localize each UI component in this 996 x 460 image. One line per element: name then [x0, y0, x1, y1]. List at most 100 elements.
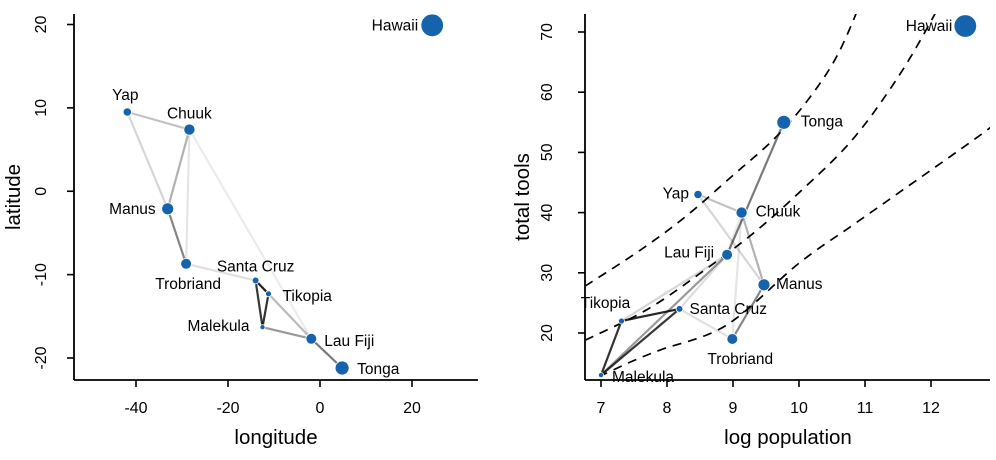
label-lau-fiji-tools: Lau Fiji	[664, 245, 714, 262]
edge-malekula-santa-cruz	[254, 279, 264, 329]
edge-yap-manus	[696, 193, 766, 286]
tools-x-tick-label: 8	[663, 400, 672, 417]
tools-y-tick-label: 30	[539, 264, 556, 282]
tools-x-tick-label: 10	[790, 400, 808, 417]
tools-x-tick-label: 11	[857, 400, 874, 417]
edge-chuuk-lau-fiji	[725, 211, 743, 256]
label-yap-map: Yap	[112, 87, 138, 104]
point-malekula-map	[259, 324, 266, 331]
edge-chuuk-lau-fiji	[188, 128, 313, 340]
point-tonga-map	[334, 360, 350, 376]
edge-trobriand-chuuk	[731, 211, 743, 341]
tools-y-tick-label: 40	[539, 204, 556, 222]
edge-santa-cruz-lau-fiji	[254, 279, 313, 340]
edge-trobriand-santa-cruz	[185, 262, 257, 282]
map-y-tick-label: 20	[33, 16, 50, 34]
label-santa-cruz-tools: Santa Cruz	[690, 301, 768, 318]
label-malekula-tools: Malekula	[612, 369, 674, 386]
edge-malekula-santa-cruz	[599, 307, 681, 377]
map-x-axis-title: longitude	[234, 426, 317, 449]
point-lau-fiji-tools	[721, 248, 733, 261]
map-labels: Malekula Tikopia Santa Cruz Yap Lau Fiji Trob…	[109, 17, 418, 378]
edge-yap-chuuk	[126, 110, 191, 131]
edge-manus-trobriand	[166, 207, 188, 265]
label-manus-tools: Manus	[776, 276, 823, 293]
edge-malekula-tikopia	[599, 319, 623, 377]
edge-malekula-lau-fiji	[599, 253, 729, 377]
tools-y-tick-label: 50	[539, 143, 556, 161]
label-tonga-tools: Tonga	[801, 113, 844, 130]
edge-malekula-tikopia	[261, 292, 270, 329]
label-chuuk-tools: Chuuk	[756, 204, 801, 221]
tools-x-tick-label: 7	[597, 400, 606, 417]
point-tikopia-tools	[618, 317, 625, 325]
label-tonga-map: Tonga	[357, 361, 400, 378]
label-hawaii-tools: Hawaii	[906, 18, 953, 35]
label-tikopia-tools: Tikopia	[581, 295, 631, 312]
point-lau-fiji-map	[305, 332, 318, 345]
map-x-tick-label: -40	[124, 400, 147, 417]
edge-malekula-lau-fiji	[261, 326, 313, 340]
edge-lau-fiji-tonga	[725, 121, 785, 256]
edge-santa-cruz-lau-fiji	[678, 253, 729, 310]
tools-labels: Malekula Tikopia Santa Cruz Yap Lau Fiji Trob…	[581, 18, 953, 386]
label-chuuk-map: Chuuk	[167, 106, 212, 123]
posterior-curves	[586, 14, 990, 380]
label-lau-fiji-map: Lau Fiji	[324, 333, 374, 350]
label-trobriand-map: Trobriand	[155, 276, 221, 293]
point-chuuk-map	[183, 123, 196, 136]
label-hawaii-map: Hawaii	[372, 17, 419, 34]
map-x-tick-label: 20	[403, 400, 421, 417]
tools-y-axis-title: total tools	[511, 153, 534, 241]
label-santa-cruz-map: Santa Cruz	[217, 259, 295, 276]
label-tikopia-map: Tikopia	[283, 288, 333, 305]
tools-x-tick-label: 9	[729, 400, 738, 417]
point-tikopia-map	[265, 290, 272, 298]
map-x-tick-label: -20	[216, 400, 239, 417]
edge-tikopia-lau-fiji	[267, 292, 313, 340]
point-trobriand-tools	[726, 333, 739, 345]
point-tonga-tools	[776, 114, 792, 130]
map-y-tick-label: 0	[33, 187, 50, 196]
edge-chuuk-manus	[740, 211, 766, 286]
point-santa-cruz-map	[251, 276, 260, 285]
edge-yap-manus	[126, 110, 169, 210]
edge-yap-chuuk	[696, 193, 743, 214]
tools-y-tick-label: 20	[539, 324, 556, 342]
map-points	[122, 13, 444, 376]
label-trobriand-tools: Trobriand	[707, 351, 773, 368]
point-santa-cruz-tools	[675, 305, 684, 313]
point-malekula-tools	[598, 372, 605, 379]
edge-chuuk-manus	[166, 128, 191, 210]
edge-trobriand-santa-cruz	[678, 307, 734, 341]
point-manus-map	[161, 202, 175, 216]
label-yap-tools: Yap	[663, 186, 689, 203]
tools-y-tick-label: 60	[539, 83, 556, 101]
point-hawaii-map	[420, 13, 444, 37]
map-y-tick-label: -10	[33, 263, 50, 286]
map-y-tick-label: -20	[33, 346, 50, 369]
point-trobriand-map	[180, 257, 192, 270]
point-chuuk-tools	[735, 206, 748, 219]
panel-map: -40 -20 0 20 -20 -10 0 10 20 longitude latitude Mal…	[2, 13, 478, 449]
label-manus-map: Manus	[109, 201, 156, 218]
point-yap-map	[122, 107, 132, 117]
tools-points	[598, 14, 978, 379]
dashed-curve-posterior-median	[586, 14, 936, 341]
label-malekula-map: Malekula	[187, 318, 249, 335]
map-y-tick-label: 10	[33, 99, 50, 117]
point-manus-tools	[757, 278, 771, 292]
edge-manus-trobriand	[731, 283, 766, 341]
panel-tools: 7 8 9 10 11 12 20 30 40 50 60 70 log population total…	[511, 14, 990, 449]
tools-y-tick-label: 70	[539, 23, 556, 41]
dashed-curve-upper-interval	[586, 14, 857, 287]
dashed-curve-lower-interval	[590, 126, 990, 380]
map-y-axis-title: latitude	[2, 164, 25, 230]
point-yap-tools	[693, 189, 703, 200]
tools-x-axis-title: log population	[724, 426, 852, 449]
map-x-tick-label: 0	[316, 400, 325, 417]
tools-x-tick-label: 12	[922, 400, 940, 417]
edge-trobriand-chuuk	[185, 128, 191, 265]
